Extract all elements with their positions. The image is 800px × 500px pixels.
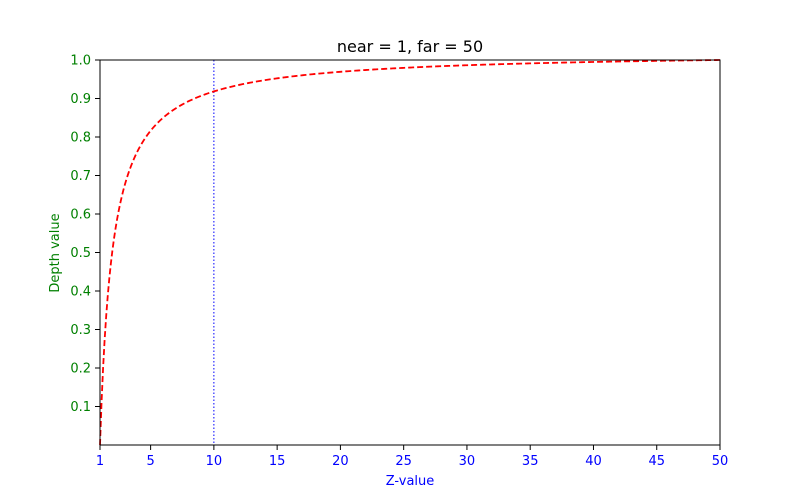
y-tick-label: 0.7	[70, 169, 91, 184]
x-tick-label: 1	[96, 454, 104, 469]
x-tick-label: 5	[146, 454, 154, 469]
x-tick-label: 30	[459, 454, 476, 469]
y-axis-ticks: 0.1 0.2 0.3 0.4 0.5 0.6 0.7 0.8 0.9 1.0	[70, 54, 100, 415]
y-axis-label: Depth value	[48, 213, 63, 292]
series-line	[99, 59, 721, 446]
y-tick-label: 0.1	[70, 400, 91, 415]
y-tick-label: 0.2	[70, 362, 91, 377]
x-tick-label: 35	[522, 454, 539, 469]
x-tick-label: 45	[648, 454, 665, 469]
plot-area	[99, 59, 721, 446]
y-tick-label: 0.4	[70, 285, 91, 300]
y-tick-label: 0.8	[70, 131, 91, 146]
y-tick-label: 0.5	[70, 246, 91, 261]
y-tick-label: 0.3	[70, 323, 91, 338]
x-axis-ticks: 1 5 10 15 20 25 30 35 40 45 50	[96, 445, 728, 469]
chart-title: near = 1, far = 50	[337, 37, 483, 56]
x-tick-label: 40	[585, 454, 602, 469]
x-tick-label: 20	[332, 454, 349, 469]
y-tick-label: 1.0	[70, 54, 91, 69]
x-tick-label: 10	[206, 454, 223, 469]
y-tick-label: 0.9	[70, 92, 91, 107]
y-tick-label: 0.6	[70, 208, 91, 223]
plot-frame	[99, 59, 721, 446]
x-tick-label: 15	[269, 454, 286, 469]
x-tick-label: 25	[395, 454, 412, 469]
x-tick-label: 50	[712, 454, 729, 469]
x-axis-label: Z-value	[386, 474, 435, 489]
